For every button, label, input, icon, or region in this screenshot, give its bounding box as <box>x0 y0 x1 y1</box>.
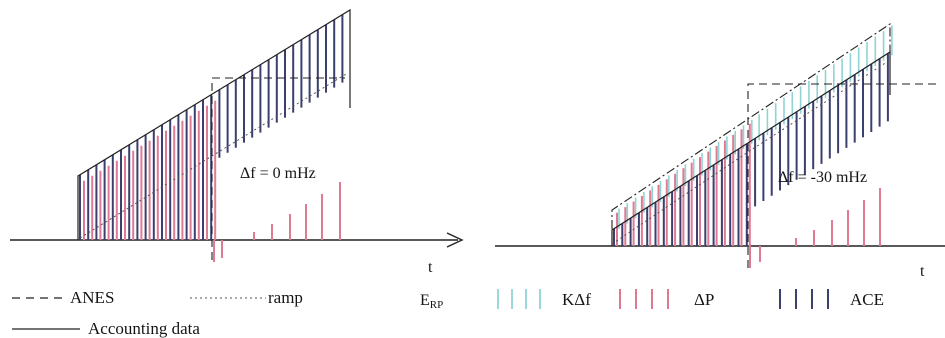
left-panel: Δf = 0 mHz t <box>10 8 464 276</box>
legend-ace-label: ACE <box>850 290 884 309</box>
legend-dp-swatch <box>619 289 669 309</box>
right-delta-f-annotation: Δf = -30 mHz <box>778 169 867 186</box>
left-accounting-data-line <box>77 8 351 240</box>
legend-accounting-label: Accounting data <box>88 319 200 338</box>
right-accounting-data-line <box>611 50 891 246</box>
right-axis-t-label: t <box>920 263 925 280</box>
left-axis-arrowhead <box>446 232 464 248</box>
left-bar-group <box>79 14 344 262</box>
left-anes-line <box>211 77 345 260</box>
legend-ramp-label: ramp <box>268 288 303 307</box>
right-panel: Δf = -30 mHz t <box>495 22 945 280</box>
left-delta-f-annotation: Δf = 0 mHz <box>240 165 316 182</box>
legend: ANES ramp Accounting data ERP KΔf ΔP ACE <box>12 288 884 338</box>
right-anes-line <box>747 83 940 268</box>
left-ramp-line <box>79 73 347 239</box>
legend-dp-label: ΔP <box>694 290 714 309</box>
right-ramp-line <box>611 59 891 245</box>
legend-erp-subscript: RP <box>430 299 443 311</box>
right-upper-envelope <box>611 22 891 246</box>
left-axis-t-label: t <box>428 259 433 276</box>
right-bar-group <box>613 25 893 268</box>
legend-kdf-label: KΔf <box>562 290 591 309</box>
legend-anes-label: ANES <box>70 288 114 307</box>
legend-erp-label: ERP <box>420 292 443 311</box>
legend-ace-swatch <box>779 289 829 309</box>
legend-kdf-swatch <box>497 289 541 309</box>
